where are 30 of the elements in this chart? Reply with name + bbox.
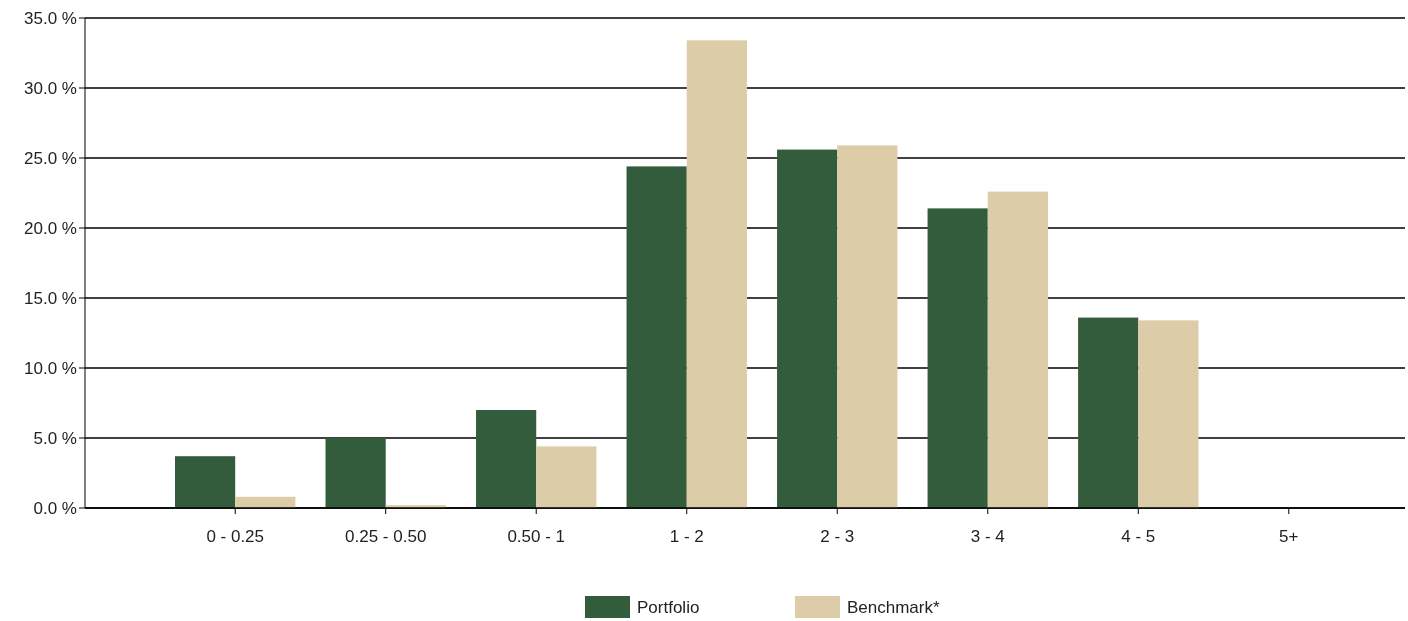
legend-label: Benchmark* (847, 597, 940, 617)
x-tick-label: 3 - 4 (970, 527, 1005, 546)
bar (175, 456, 236, 508)
bar (927, 208, 988, 508)
bar (626, 166, 687, 508)
bar (777, 149, 838, 508)
y-tick-label: 10.0 % (24, 358, 77, 378)
bar (987, 191, 1048, 508)
x-tick-label: 5+ (1279, 527, 1299, 546)
x-tick-label: 0.25 - 0.50 (345, 527, 427, 546)
bar (536, 446, 597, 508)
x-tick-label: 0 - 0.25 (206, 527, 265, 546)
x-tick-label: 4 - 5 (1121, 527, 1156, 546)
x-tick-label: 1 - 2 (669, 527, 704, 546)
y-tick-label: 15.0 % (24, 288, 77, 308)
bar (686, 40, 747, 508)
y-tick-label: 20.0 % (24, 218, 77, 238)
legend-label: Portfolio (637, 597, 700, 617)
bar (476, 410, 537, 508)
y-tick-label: 35.0 % (24, 8, 77, 28)
x-tick-label: 0.50 - 1 (507, 527, 566, 546)
y-tick-label: 30.0 % (24, 78, 77, 98)
y-tick-label: 0.0 % (33, 498, 77, 518)
x-tick-label: 2 - 3 (820, 527, 855, 546)
bar (325, 438, 386, 508)
y-tick-label: 5.0 % (33, 428, 77, 448)
bar (1078, 317, 1139, 508)
y-tick-label: 25.0 % (24, 148, 77, 168)
bar (1138, 320, 1199, 508)
bar (837, 145, 898, 508)
